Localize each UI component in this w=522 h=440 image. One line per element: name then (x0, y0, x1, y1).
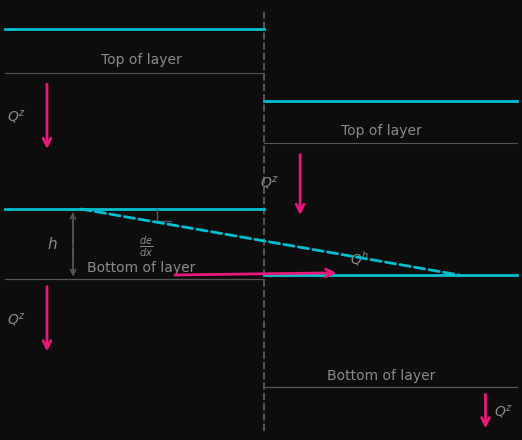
Text: Bottom of layer: Bottom of layer (87, 261, 195, 275)
Text: $\frac{de}{dx}$: $\frac{de}{dx}$ (139, 235, 153, 259)
Text: $Q^h$: $Q^h$ (350, 249, 369, 268)
Text: Top of layer: Top of layer (101, 53, 181, 67)
Text: $Q^z$: $Q^z$ (494, 403, 513, 420)
Text: $Q^z$: $Q^z$ (7, 108, 26, 125)
Text: $Q^z$: $Q^z$ (7, 311, 26, 327)
Text: Bottom of layer: Bottom of layer (327, 369, 435, 383)
Text: $Q^z$: $Q^z$ (260, 174, 279, 191)
Text: Top of layer: Top of layer (341, 124, 421, 138)
Text: $h$: $h$ (47, 236, 57, 252)
